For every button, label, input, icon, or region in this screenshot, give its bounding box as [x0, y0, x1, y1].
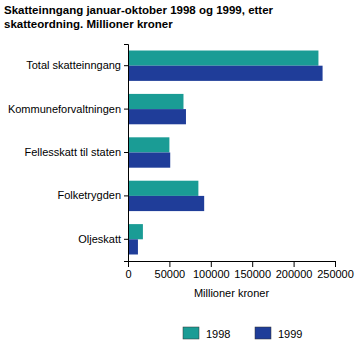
x-tick-mark [294, 261, 295, 267]
legend-swatch [255, 327, 271, 339]
x-axis-label: Millioner kroner [194, 287, 270, 299]
bar [128, 137, 169, 152]
x-tick: 0 [125, 261, 131, 280]
y-tick-mark [124, 239, 128, 240]
legend-label: 1999 [278, 328, 302, 340]
bar [128, 51, 318, 66]
y-tick: Folketrygden [57, 189, 128, 201]
y-tick-mark [124, 109, 128, 110]
bar [128, 94, 183, 109]
x-tick-label: 250000 [317, 268, 354, 280]
y-tick-mark [124, 65, 128, 66]
bar [128, 239, 138, 254]
x-tick-label: 100000 [193, 268, 230, 280]
x-axis: 0 50000 100000 150000 200000 250000 [125, 261, 353, 280]
x-tick-label: 150000 [234, 268, 271, 280]
x-tick-label: 50000 [155, 268, 186, 280]
x-tick: 200000 [276, 261, 313, 280]
legend: 1998 1999 [183, 327, 302, 340]
y-tick: Kommuneforvaltningen [8, 103, 128, 115]
x-tick-label: 0 [125, 268, 131, 280]
y-tick-label: Fellesskatt til staten [24, 146, 121, 158]
bar [128, 224, 143, 239]
bars [128, 51, 323, 255]
x-tick-mark [252, 261, 253, 267]
x-tick-label: 200000 [276, 268, 313, 280]
x-tick-mark [169, 261, 170, 267]
x-axis-line [129, 261, 336, 262]
y-axis-line [124, 45, 129, 262]
y-tick-mark [124, 152, 128, 153]
legend-label: 1998 [206, 328, 230, 340]
y-tick-label: Kommuneforvaltningen [8, 103, 121, 115]
x-tick-mark [211, 261, 212, 267]
x-tick: 100000 [193, 261, 230, 280]
legend-swatch [183, 327, 199, 339]
bar [128, 153, 170, 168]
bar [128, 196, 204, 211]
x-tick: 150000 [234, 261, 271, 280]
bar [128, 109, 186, 124]
y-tick: Total skatteinngang [26, 59, 128, 71]
bar [128, 181, 198, 196]
chart: Skatteinngang januar-oktober 1998 og 199… [0, 0, 361, 361]
y-tick: Fellesskatt til staten [24, 146, 128, 158]
y-tick-label: Oljeskatt [78, 233, 121, 245]
y-tick: Oljeskatt [78, 233, 128, 245]
x-tick: 50000 [155, 261, 186, 280]
bar [128, 66, 323, 81]
title: Skatteinngang januar-oktober 1998 og 199… [4, 4, 274, 30]
y-tick-mark [124, 195, 128, 196]
x-tick: 250000 [317, 261, 354, 280]
y-axis: Total skatteinngang Kommuneforvaltningen F… [8, 45, 129, 262]
y-tick-label: Total skatteinngang [26, 59, 121, 71]
y-tick-label: Folketrygden [57, 189, 121, 201]
x-tick-mark [335, 261, 336, 267]
